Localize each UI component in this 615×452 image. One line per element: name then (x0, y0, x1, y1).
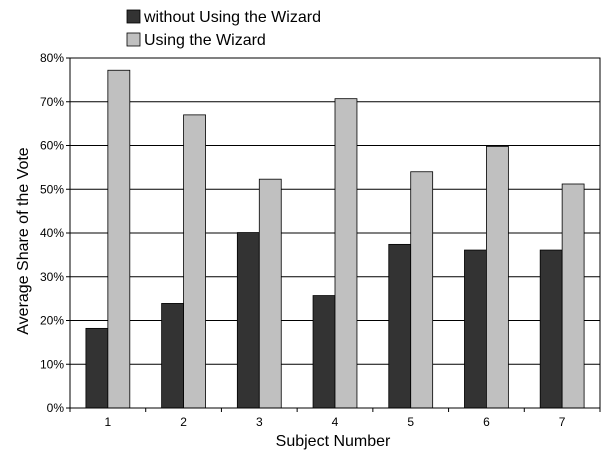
bar-series-1-subject-2 (161, 303, 184, 409)
bar-series-2-subject-1 (107, 69, 131, 409)
plot-border (69, 57, 601, 409)
bar-series-2-subject-7 (561, 183, 585, 409)
x-tick-label: 5 (407, 415, 414, 429)
y-tick-label: 10% (40, 357, 64, 371)
legend-label: without Using the Wizard (143, 9, 321, 26)
x-axis-title: Subject Number (276, 433, 391, 450)
y-tick-label: 40% (40, 226, 64, 240)
y-axis-title: Average Share of the Vote (15, 147, 32, 335)
legend-label: Using the Wizard (144, 32, 266, 49)
y-tick-label: 60% (40, 139, 64, 153)
y-tick-label: 20% (40, 314, 64, 328)
x-tick-label: 1 (105, 415, 112, 429)
bar-series-2-subject-2 (183, 114, 206, 409)
y-tick-label: 50% (40, 182, 64, 196)
x-tick-labels: 1 2 3 4 5 6 7 (105, 415, 566, 429)
legend: without Using the Wizard Using the Wizard (126, 9, 321, 49)
legend-swatch (126, 32, 141, 47)
bar-series-1-subject-5 (388, 243, 412, 409)
y-tick-label: 70% (40, 95, 64, 109)
bar-series-2-subject-4 (334, 98, 358, 409)
bar-series-2-subject-5 (410, 171, 434, 409)
bar-series-2-subject-3 (258, 178, 282, 409)
bars (85, 69, 585, 409)
y-tick-label: 30% (40, 270, 64, 284)
y-tick-label: 80% (40, 51, 64, 65)
bar-series-1-subject-7 (539, 249, 563, 409)
y-tick-label: 0% (47, 401, 65, 415)
x-tick-label: 2 (180, 415, 187, 429)
x-tick-label: 4 (332, 415, 339, 429)
bar-series-1-subject-1 (85, 327, 109, 409)
axes (69, 57, 601, 412)
x-tick-label: 7 (559, 415, 566, 429)
bar-series-1-subject-4 (312, 295, 336, 409)
legend-swatch (126, 9, 141, 24)
bar-series-2-subject-6 (486, 145, 509, 409)
bar-series-1-subject-6 (464, 249, 487, 409)
x-tick-label: 3 (256, 415, 263, 429)
bar-series-1-subject-3 (236, 232, 260, 409)
x-tick-label: 6 (483, 415, 490, 429)
y-tick-labels: 0% 10% 20% 30% 40% 50% 60% 70% 80% (40, 51, 64, 415)
